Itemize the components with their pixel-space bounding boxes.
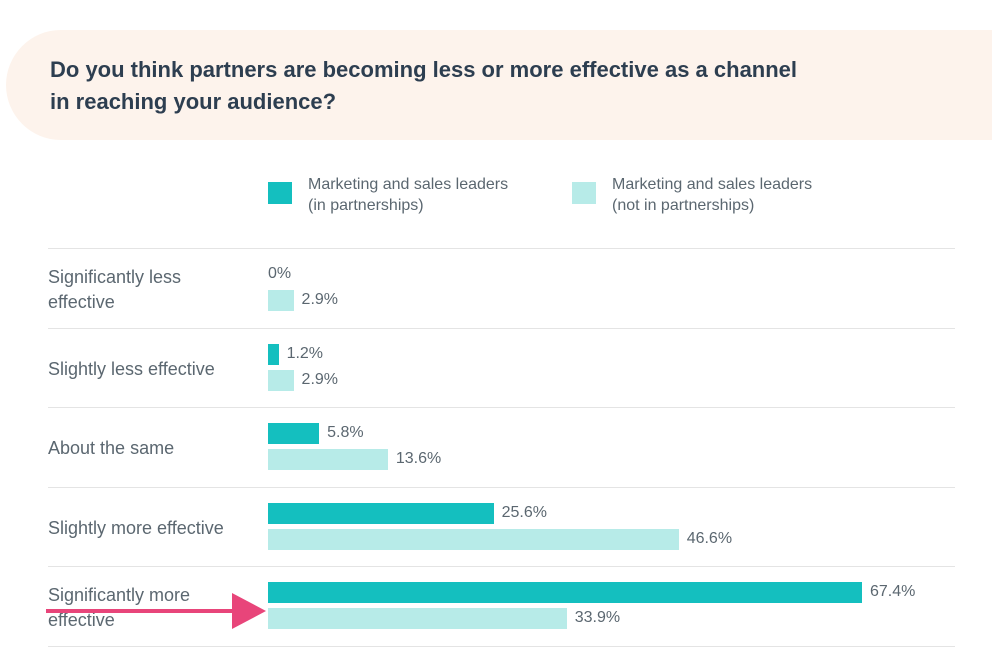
row-divider <box>48 248 955 249</box>
category-label-line: Slightly more effective <box>48 517 224 538</box>
row-divider <box>48 407 955 408</box>
chart-title: Do you think partners are becoming less … <box>50 54 930 118</box>
category-label-line: Slightly less effective <box>48 358 215 379</box>
bar-in-partnerships <box>268 502 494 524</box>
bar-not-in-partnerships <box>268 449 388 470</box>
data-label: 2.9% <box>301 370 339 388</box>
bar-not-in-partnerships <box>268 369 294 391</box>
legend-swatch-not-in-partnerships <box>572 182 596 204</box>
category-label-line: About the same <box>48 438 175 459</box>
legend-label-in-partnerships: Marketing and sales leaders (in partners… <box>308 174 508 216</box>
row-divider <box>48 566 955 567</box>
bar-not-in-partnerships <box>268 608 567 629</box>
legend-item-in-partnerships: Marketing and sales leaders (in partners… <box>268 174 508 216</box>
category-label: About the same <box>48 436 253 461</box>
bar-in-partnerships <box>268 582 862 603</box>
data-label: 1.2% <box>286 344 324 362</box>
legend-label-line-2: (not in partnerships) <box>612 197 755 214</box>
pointer-arrow-icon <box>46 593 266 629</box>
data-label: 0% <box>268 265 292 282</box>
category-label: Significantly less effective <box>48 265 253 315</box>
chart-title-line-2: in reaching your audience? <box>50 89 337 114</box>
data-label: 25.6% <box>501 503 547 521</box>
data-label: 33.9% <box>574 609 621 626</box>
category-label-line: effective <box>48 291 115 312</box>
data-label: 2.9% <box>301 291 339 308</box>
chart-title-line-1: Do you think partners are becoming less … <box>50 57 798 82</box>
category-label: Slightly less effective <box>48 357 253 382</box>
data-label: 46.6% <box>686 529 733 547</box>
bar-not-in-partnerships <box>268 290 294 311</box>
row-divider <box>48 327 955 329</box>
category-label-line: effective <box>48 609 115 630</box>
row-divider <box>48 486 955 488</box>
legend-swatch-in-partnerships <box>268 182 292 204</box>
bar-not-in-partnerships <box>268 528 679 550</box>
legend-item-not-in-partnerships: Marketing and sales leaders (not in part… <box>572 174 812 216</box>
legend-label-line-2: (in partnerships) <box>308 197 424 214</box>
category-label-line: Significantly less <box>48 266 182 287</box>
data-label: 13.6% <box>395 450 442 467</box>
title-band <box>6 30 992 140</box>
data-label: 67.4% <box>870 583 916 600</box>
category-label-line: Significantly more <box>48 584 191 605</box>
bar-in-partnerships <box>268 423 320 444</box>
category-label: Significantly more effective <box>48 583 253 633</box>
category-label: Slightly more effective <box>48 516 253 541</box>
bar-in-partnerships <box>268 343 279 365</box>
data-label: 5.8% <box>327 424 364 441</box>
legend-label-line-1: Marketing and sales leaders <box>308 176 509 193</box>
legend-label-line-1: Marketing and sales leaders <box>612 176 813 193</box>
legend-label-not-in-partnerships: Marketing and sales leaders (not in part… <box>612 174 812 216</box>
row-divider <box>48 645 955 647</box>
